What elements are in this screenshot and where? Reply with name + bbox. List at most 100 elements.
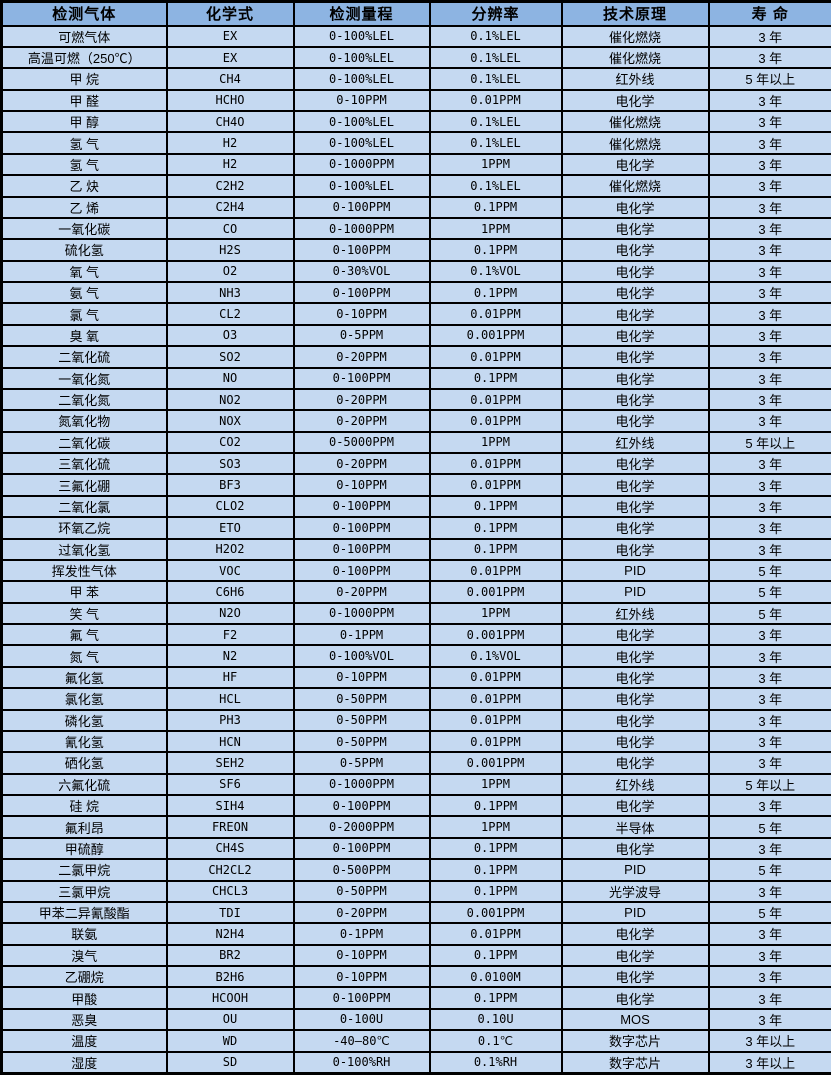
- cell-gas: 乙硼烷: [0, 964, 168, 989]
- cell-range: 0-100%LEL: [292, 45, 431, 70]
- cell-formula: NH3: [165, 280, 295, 305]
- cell-formula: NOX: [165, 409, 295, 433]
- cell-principle: 半导体: [560, 815, 710, 839]
- cell-formula: ETO: [165, 516, 295, 540]
- cell-life: 3 年: [707, 195, 831, 219]
- cell-resolution: 0.1%LEL: [428, 109, 563, 134]
- table-row: 甲 醇 CH4O 0-100%LEL 0.1%LEL 催化燃烧 3 年: [0, 109, 831, 134]
- cell-life: 3 年: [707, 516, 831, 540]
- cell-principle: 电化学: [560, 366, 710, 390]
- cell-gas: 氢 气: [0, 131, 168, 155]
- cell-gas: 二氧化氯: [0, 494, 168, 519]
- cell-range: 0-2000PPM: [292, 815, 431, 839]
- table-row: 甲 烷 CH4 0-100%LEL 0.1%LEL 红外线 5 年以上: [0, 67, 831, 91]
- cell-principle: 电化学: [560, 195, 710, 219]
- cell-life: 3 年: [707, 964, 831, 989]
- cell-formula: H2: [165, 131, 295, 155]
- cell-resolution: 0.1PPM: [428, 537, 563, 561]
- cell-formula: CH4S: [165, 836, 295, 861]
- cell-resolution: 0.1%RH: [428, 1050, 563, 1075]
- cell-resolution: 0.1%LEL: [428, 131, 563, 155]
- cell-formula: N2: [165, 644, 295, 668]
- cell-principle: 电化学: [560, 345, 710, 369]
- cell-range: 0-100PPM: [292, 793, 431, 818]
- cell-life: 3 年: [707, 88, 831, 113]
- cell-gas: 氟化氢: [0, 665, 168, 690]
- cell-gas: 挥发性气体: [0, 558, 168, 583]
- cell-range: 0-20PPM: [292, 345, 431, 369]
- table-row: 环氧乙烷 ETO 0-100PPM 0.1PPM 电化学 3 年: [0, 516, 831, 540]
- cell-life: 3 年: [707, 494, 831, 519]
- cell-gas: 甲 烷: [0, 67, 168, 91]
- cell-resolution: 0.01PPM: [428, 409, 563, 433]
- cell-formula: HCHO: [165, 88, 295, 113]
- cell-resolution: 0.1℃: [428, 1029, 563, 1053]
- cell-resolution: 0.01PPM: [428, 88, 563, 113]
- cell-formula: HCL: [165, 687, 295, 711]
- cell-formula: CHCL3: [165, 879, 295, 903]
- cell-resolution: 0.1PPM: [428, 943, 563, 968]
- cell-resolution: 0.1%VOL: [428, 644, 563, 668]
- cell-range: 0-20PPM: [292, 900, 431, 925]
- table-row: 氢 气 H2 0-1000PPM 1PPM 电化学 3 年: [0, 152, 831, 177]
- cell-life: 5 年: [707, 601, 831, 626]
- table-row: 氨 气 NH3 0-100PPM 0.1PPM 电化学 3 年: [0, 280, 831, 305]
- cell-life: 3 年: [707, 216, 831, 241]
- cell-principle: 电化学: [560, 836, 710, 861]
- cell-life: 3 年: [707, 879, 831, 903]
- cell-principle: 催化燃烧: [560, 45, 710, 70]
- cell-gas: 氢 气: [0, 152, 168, 177]
- cell-principle: 电化学: [560, 751, 710, 775]
- cell-range: 0-10PPM: [292, 665, 431, 690]
- cell-formula: O2: [165, 259, 295, 284]
- cell-principle: MOS: [560, 1007, 710, 1032]
- cell-range: 0-100%LEL: [292, 67, 431, 91]
- cell-formula: NO: [165, 366, 295, 390]
- cell-life: 3 年: [707, 793, 831, 818]
- table-row: 二氧化氮 NO2 0-20PPM 0.01PPM 电化学 3 年: [0, 387, 831, 412]
- cell-resolution: 1PPM: [428, 152, 563, 177]
- table-row: 臭 氧 O3 0-5PPM 0.001PPM 电化学 3 年: [0, 323, 831, 348]
- cell-range: 0-50PPM: [292, 687, 431, 711]
- cell-formula: VOC: [165, 558, 295, 583]
- cell-formula: C2H4: [165, 195, 295, 219]
- cell-principle: 电化学: [560, 622, 710, 647]
- cell-principle: 红外线: [560, 772, 710, 797]
- cell-range: 0-1000PPM: [292, 152, 431, 177]
- cell-resolution: 0.0100M: [428, 964, 563, 989]
- cell-formula: NO2: [165, 387, 295, 412]
- table-row: 湿度 SD 0-100%RH 0.1%RH 数字芯片 3 年以上: [0, 1050, 831, 1075]
- cell-formula: EX: [165, 45, 295, 70]
- cell-principle: 电化学: [560, 409, 710, 433]
- cell-formula: FREON: [165, 815, 295, 839]
- cell-gas: 甲硫醇: [0, 836, 168, 861]
- cell-principle: 催化燃烧: [560, 131, 710, 155]
- cell-principle: 电化学: [560, 964, 710, 989]
- cell-formula: CO: [165, 216, 295, 241]
- cell-resolution: 0.1PPM: [428, 986, 563, 1010]
- cell-formula: CH2CL2: [165, 858, 295, 882]
- table-row: 三氯甲烷 CHCL3 0-50PPM 0.1PPM 光学波导 3 年: [0, 879, 831, 903]
- cell-life: 3 年: [707, 644, 831, 668]
- table-row: 硒化氢 SEH2 0-5PPM 0.001PPM 电化学 3 年: [0, 751, 831, 775]
- cell-principle: 电化学: [560, 259, 710, 284]
- cell-range: 0-100PPM: [292, 986, 431, 1010]
- cell-formula: CL2: [165, 302, 295, 326]
- cell-life: 3 年: [707, 687, 831, 711]
- cell-principle: 电化学: [560, 280, 710, 305]
- table-row: 乙 炔 C2H2 0-100%LEL 0.1%LEL 催化燃烧 3 年: [0, 174, 831, 198]
- cell-range: 0-1000PPM: [292, 216, 431, 241]
- cell-range: 0-100%LEL: [292, 131, 431, 155]
- cell-life: 5 年以上: [707, 772, 831, 797]
- cell-gas: 甲 醇: [0, 109, 168, 134]
- table-row: 硅 烷 SIH4 0-100PPM 0.1PPM 电化学 3 年: [0, 793, 831, 818]
- cell-life: 3 年: [707, 152, 831, 177]
- cell-gas: 氟利昂: [0, 815, 168, 839]
- cell-resolution: 0.01PPM: [428, 558, 563, 583]
- cell-resolution: 0.01PPM: [428, 473, 563, 497]
- cell-gas: 二氯甲烷: [0, 858, 168, 882]
- table-row: 二氧化碳 CO2 0-5000PPM 1PPM 红外线 5 年以上: [0, 430, 831, 455]
- table-row: 乙硼烷 B2H6 0-10PPM 0.0100M 电化学 3 年: [0, 964, 831, 989]
- cell-range: 0-10PPM: [292, 302, 431, 326]
- cell-range: 0-100PPM: [292, 238, 431, 262]
